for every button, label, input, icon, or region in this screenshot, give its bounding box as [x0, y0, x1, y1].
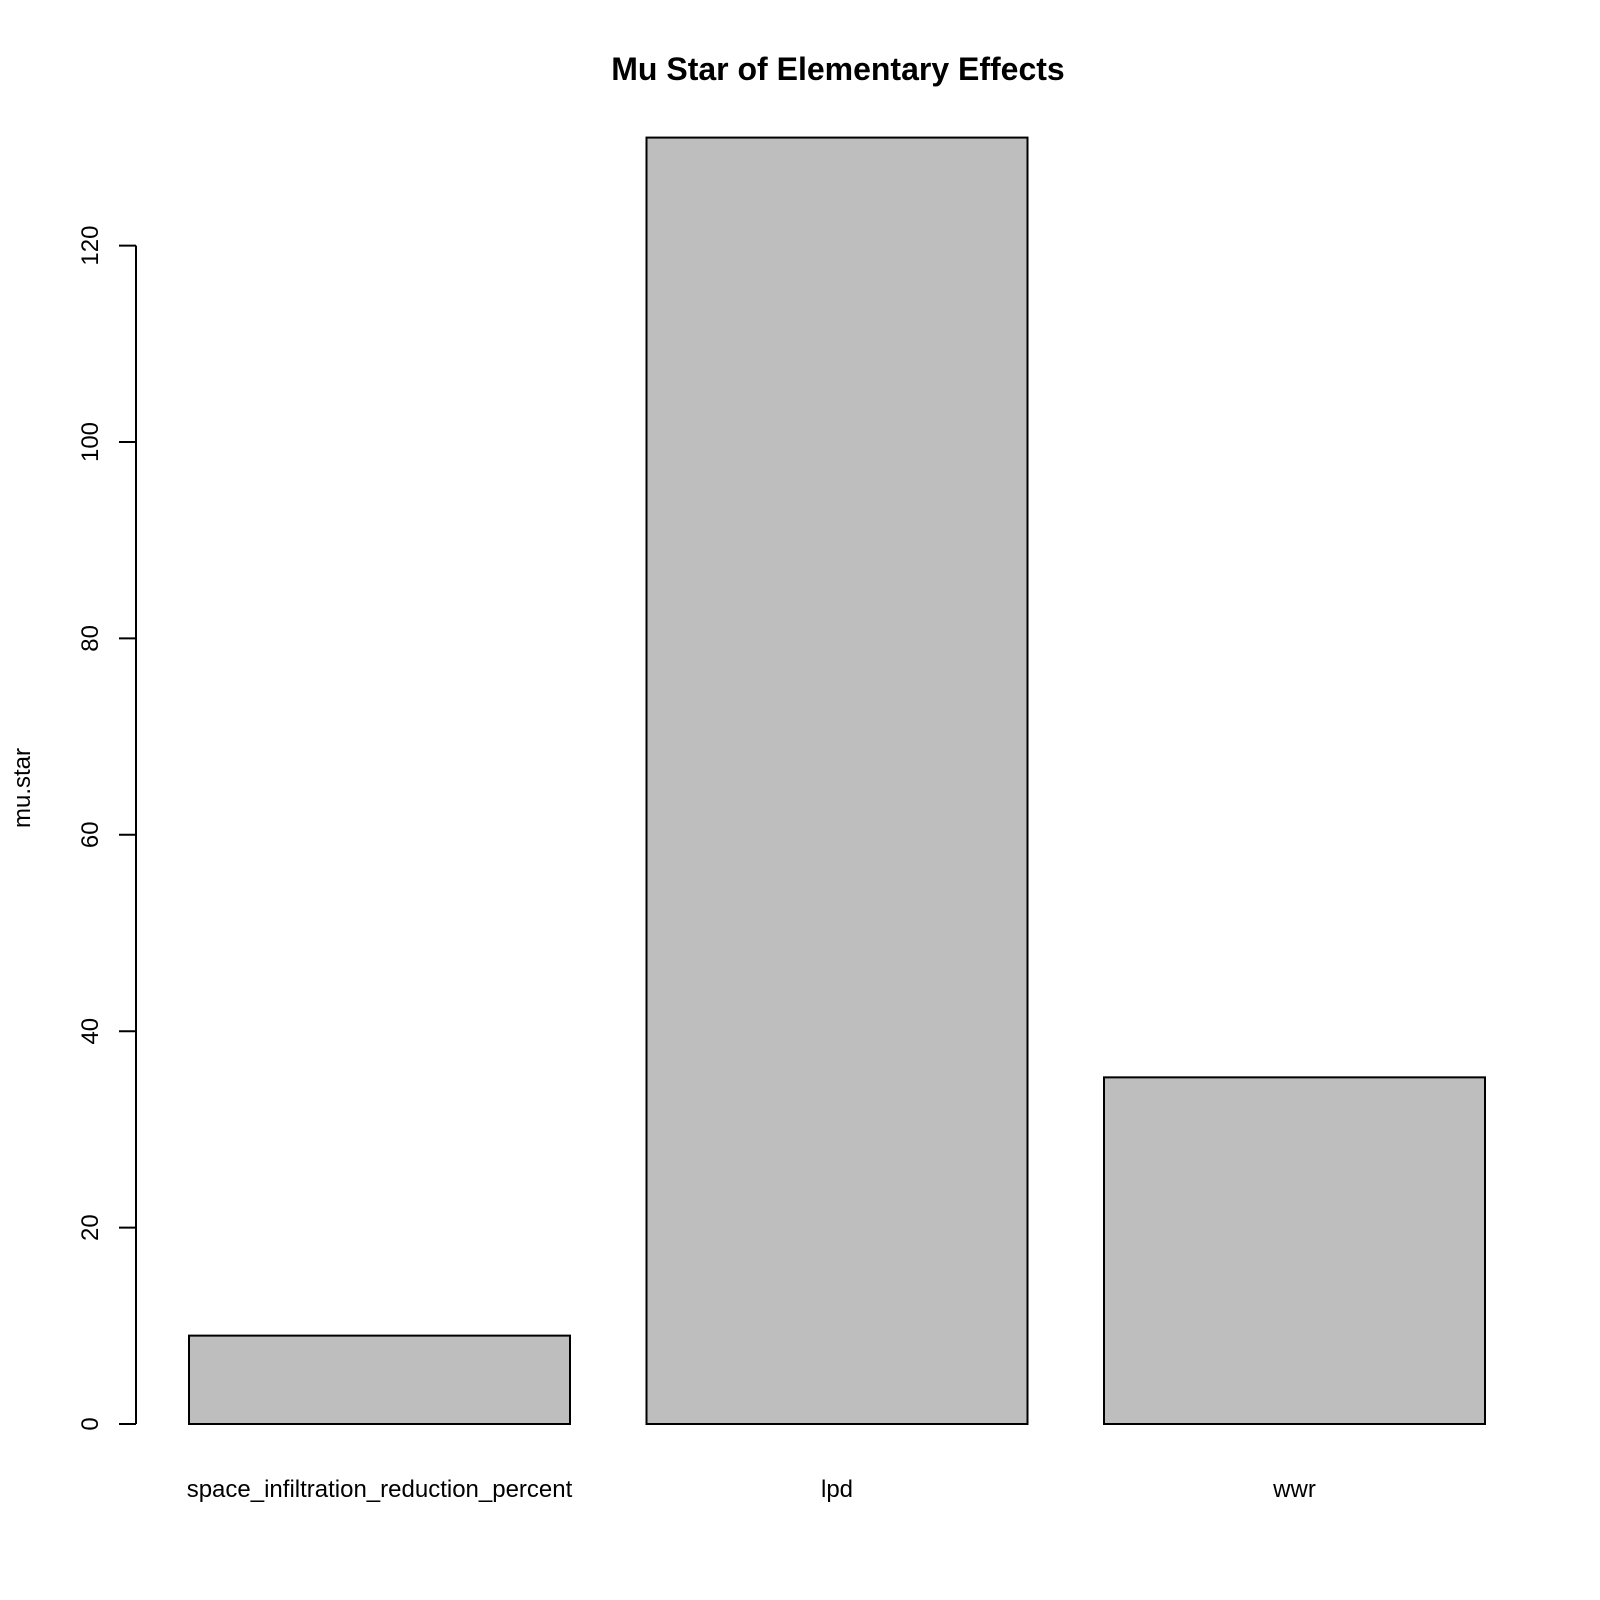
y-axis-ticks: 0 20 40 60 80 100 120 — [77, 226, 136, 1431]
bar-wwr — [1103, 1076, 1486, 1425]
x-tick-label: lpd — [821, 1476, 853, 1503]
bar-lpd — [645, 136, 1029, 1426]
chart-title: Mu Star of Elementary Effects — [611, 51, 1064, 87]
y-tick-label: 20 — [77, 1214, 104, 1241]
y-tick-label: 120 — [77, 226, 104, 266]
y-tick-label: 80 — [77, 625, 104, 652]
y-axis-label: mu.star — [9, 748, 36, 828]
bar-space-infiltration-reduction-percent — [188, 1334, 571, 1425]
bars — [188, 136, 1486, 1426]
x-tick-label: space_infiltration_reduction_percent — [187, 1476, 573, 1503]
x-axis-labels: space_infiltration_reduction_percent lpd w… — [187, 1476, 1316, 1503]
x-tick-label: wwr — [1272, 1476, 1316, 1503]
y-tick-label: 0 — [77, 1417, 104, 1430]
y-tick-label: 60 — [77, 821, 104, 848]
y-tick-label: 100 — [77, 422, 104, 462]
y-tick-label: 40 — [77, 1018, 104, 1045]
